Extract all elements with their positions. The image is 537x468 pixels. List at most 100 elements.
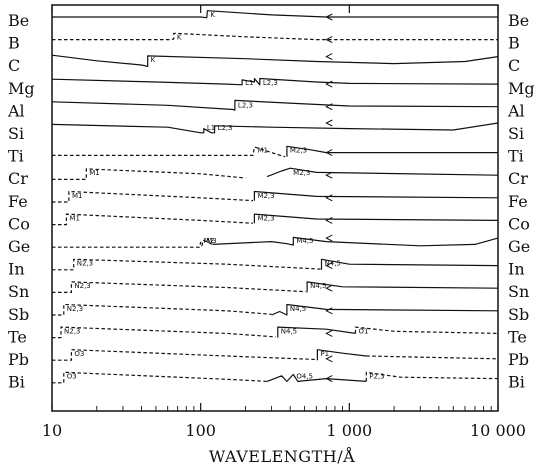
edge-label-mg-l1: L1 bbox=[245, 79, 253, 87]
series-line-pb-2 bbox=[316, 349, 367, 361]
series-line-in-1 bbox=[52, 258, 321, 271]
series-label-left-b: B bbox=[8, 34, 20, 53]
series-label-right-mg: Mg bbox=[508, 79, 535, 98]
edge-label-co-m2-3: M2,3 bbox=[257, 214, 274, 222]
series-line-ge-1 bbox=[52, 239, 213, 248]
series-line-fe-2 bbox=[253, 190, 499, 201]
series-label-right-b: B bbox=[508, 34, 520, 53]
series-line-pb-1 bbox=[52, 349, 317, 361]
series-label-right-si: Si bbox=[508, 124, 524, 143]
series-label-right-fe: Fe bbox=[508, 192, 528, 211]
series-label-right-cr: Cr bbox=[508, 169, 528, 188]
series-label-left-al: Al bbox=[7, 101, 25, 120]
series-label-right-bi: Bi bbox=[508, 373, 525, 392]
series-label-left-ti: Ti bbox=[8, 147, 24, 166]
direction-arrow-bi bbox=[325, 375, 333, 383]
direction-arrow-be bbox=[325, 13, 333, 21]
direction-arrow-fe bbox=[325, 194, 333, 202]
series-label-left-si: Si bbox=[8, 124, 24, 143]
direction-arrow-in bbox=[325, 262, 333, 270]
series-line-cr-1 bbox=[52, 168, 246, 180]
edge-label-si-l2-3: L2,3 bbox=[218, 124, 233, 132]
series-line-fe-1 bbox=[52, 190, 254, 203]
direction-arrow-c bbox=[325, 53, 333, 61]
left-element-labels: Be BC Mg Al Si Ti Cr Fe Co Ge In Sn Sb Te Pb Bi bbox=[7, 11, 35, 392]
series-label-right-te: Te bbox=[508, 327, 527, 346]
series-line-mg-1 bbox=[51, 77, 499, 86]
edge-label-ge-m4-5: M4,5 bbox=[296, 237, 313, 245]
edge-label-te-n2-3: N2,3 bbox=[64, 327, 80, 335]
edge-label-sb-n4-5: N4,5 bbox=[290, 305, 306, 313]
direction-arrow-cr bbox=[325, 171, 333, 179]
series-label-right-in: In bbox=[508, 260, 525, 279]
series-label-left-sn: Sn bbox=[8, 282, 29, 301]
series-label-left-co: Co bbox=[8, 214, 30, 233]
series-label-right-ge: Ge bbox=[508, 237, 530, 256]
x-tick-label: 10 000 bbox=[470, 421, 526, 440]
series-label-right-al: Al bbox=[507, 101, 525, 120]
series-line-ti-1 bbox=[52, 146, 286, 158]
series-line-sn-1 bbox=[52, 281, 306, 293]
series-line-al-1 bbox=[51, 99, 499, 111]
edge-label-in-n2-3: N2,3 bbox=[77, 260, 93, 268]
series-label-left-pb: Pb bbox=[8, 350, 29, 369]
series-line-c-1 bbox=[51, 54, 499, 67]
series-label-right-pb: Pb bbox=[508, 350, 529, 369]
direction-arrow-ge bbox=[325, 234, 333, 242]
edge-label-fe-m2-3: M2,3 bbox=[257, 192, 274, 200]
series-line-b-1 bbox=[52, 32, 498, 41]
series-line-pb-3 bbox=[366, 355, 499, 360]
x-axis-label: WAVELENGTH/Å bbox=[209, 446, 355, 466]
series-line-cr-2 bbox=[266, 167, 499, 178]
series-line-bi-1 bbox=[52, 371, 268, 384]
edge-label-si-l1: L1 bbox=[207, 124, 215, 132]
edge-label-sn-n2-3: N2,3 bbox=[74, 282, 90, 290]
series-label-left-sb: Sb bbox=[8, 305, 29, 324]
series-line-ge-2 bbox=[212, 236, 499, 247]
series-label-right-co: Co bbox=[508, 214, 530, 233]
edge-label-al-l2-3: L2,3 bbox=[238, 101, 253, 109]
series-line-si-1 bbox=[51, 122, 499, 134]
edge-label-b-k: K bbox=[177, 34, 182, 42]
edge-label-ge-m3: M3 bbox=[206, 237, 217, 245]
edge-label-bi-p2-3: P2,3 bbox=[369, 373, 384, 381]
direction-arrow-pb bbox=[325, 355, 333, 363]
direction-arrow-si bbox=[325, 119, 333, 127]
edge-label-te-o1: O1 bbox=[358, 327, 368, 335]
edge-label-bi-o3: O3 bbox=[67, 373, 77, 381]
direction-arrow-b bbox=[325, 36, 333, 44]
series-label-right-be: Be bbox=[508, 11, 529, 30]
series-label-left-te: Te bbox=[8, 327, 27, 346]
series-line-sb-1 bbox=[52, 303, 272, 316]
series-line-te-3 bbox=[354, 326, 499, 334]
edge-label-pb-o3: O3 bbox=[74, 350, 84, 358]
edge-label-mg-l2-3: L2,3 bbox=[263, 79, 278, 87]
direction-arrow-al bbox=[325, 103, 333, 111]
right-element-labels: Be BC Mg Al Si Ti Cr Fe Co Ge In Sn Sb Te Pb Bi bbox=[507, 11, 535, 392]
edge-label-cr-m1: M1 bbox=[89, 169, 100, 177]
edge-label-co-m1: M1 bbox=[69, 214, 80, 222]
direction-arrow-co bbox=[325, 216, 333, 224]
edge-label-be-k: K bbox=[210, 11, 215, 19]
edge-label-in-n4-5: N4,5 bbox=[325, 260, 341, 268]
series-line-in-2 bbox=[320, 258, 499, 270]
plot-frame bbox=[51, 4, 499, 412]
x-axis: 10 100 1 000 10 000 bbox=[42, 5, 526, 440]
series-label-left-be: Be bbox=[8, 11, 29, 30]
series-label-left-cr: Cr bbox=[8, 169, 28, 188]
series-line-te-2 bbox=[277, 326, 356, 338]
edge-label-te-n4-5: N4,5 bbox=[281, 327, 297, 335]
edge-label-bi-o4-5: O4,5 bbox=[296, 373, 313, 381]
edge-label-ti-m2-3: M2,3 bbox=[290, 147, 307, 155]
series-label-left-fe: Fe bbox=[8, 192, 28, 211]
direction-arrow-sn bbox=[325, 284, 333, 292]
series-line-sb-2 bbox=[271, 303, 499, 316]
series-label-left-in: In bbox=[8, 260, 25, 279]
edge-label-fe-m1: M1 bbox=[72, 192, 83, 200]
direction-arrow-te bbox=[325, 329, 333, 337]
series-line-bi-3 bbox=[365, 371, 499, 382]
series-label-right-ti: Ti bbox=[508, 147, 524, 166]
edge-label-cr-m2-3: M2,3 bbox=[293, 169, 310, 177]
